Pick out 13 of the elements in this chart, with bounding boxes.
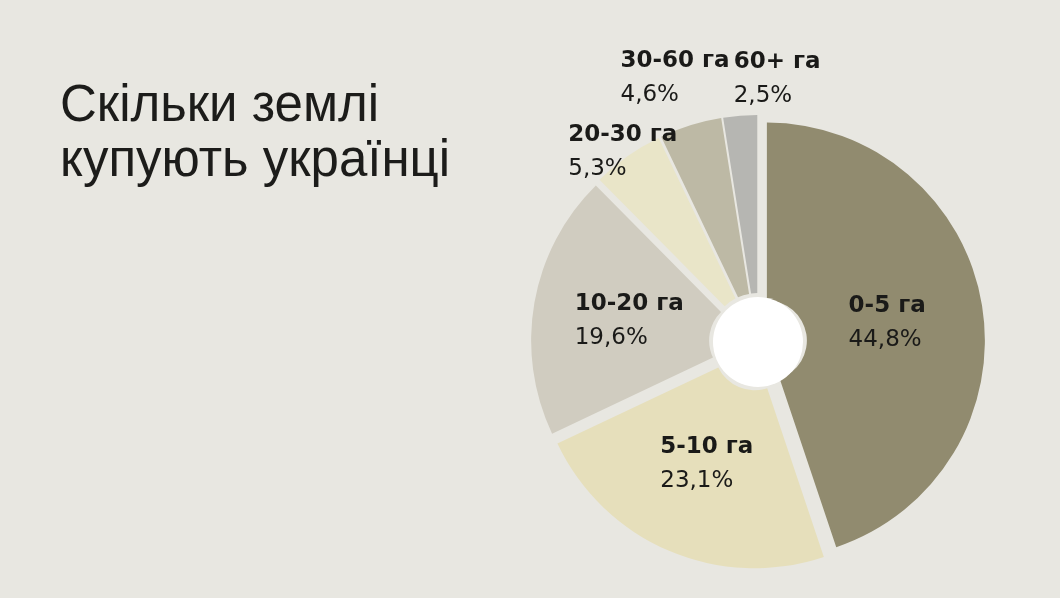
data-label: 44,8% [848,323,922,353]
data-label: 4,6% [620,78,679,108]
slice-label: 0-5 га [848,289,926,319]
data-label: 2,5% [733,79,793,109]
slice-label: 30-60 га [620,44,730,74]
data-label: 23,1% [660,465,734,495]
text: Скільки землі купують українці [60,75,452,187]
data-label: 5,3% [568,152,627,182]
slice-label: 60+ га [733,45,821,75]
slice-label: 5-10 га [660,431,754,461]
slice-label: 20-30 га [568,118,678,148]
data-label: 19,6% [574,322,648,352]
slice-label: 10-20 га [574,288,684,318]
